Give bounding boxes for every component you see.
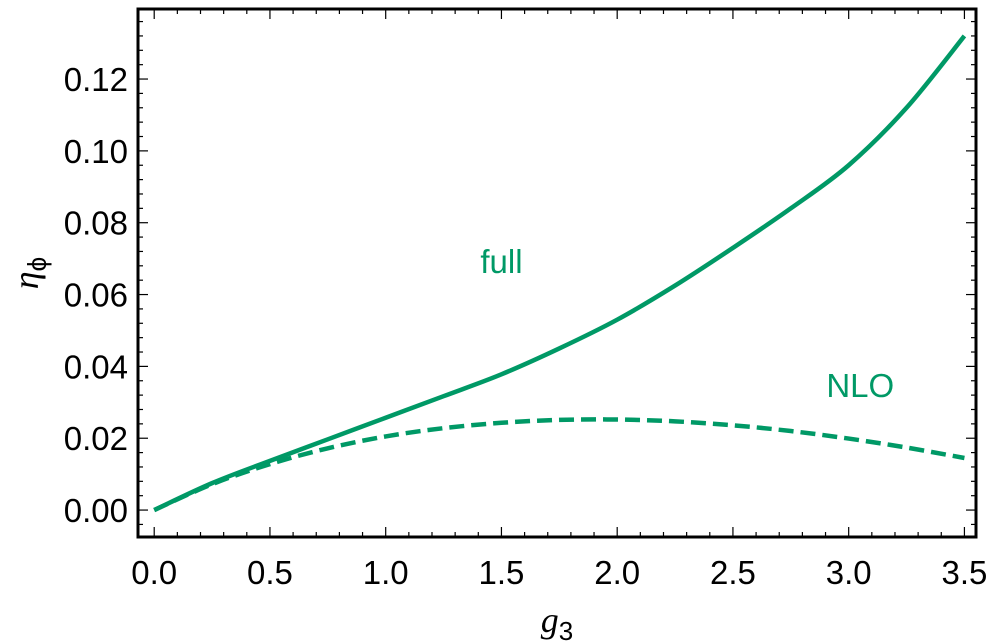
y-tick-label: 0.02 (64, 420, 128, 457)
y-axis-label: ηϕ (6, 257, 52, 289)
plot-frame (136, 7, 978, 539)
series-line-nlo (153, 417, 965, 513)
ticks (138, 9, 976, 537)
x-tick-label: 0.5 (247, 554, 293, 591)
y-tick-label: 0.04 (64, 348, 128, 385)
y-axis-label-sub: ϕ (22, 257, 52, 272)
x-tick-label: 1.5 (479, 554, 525, 591)
y-axis-label-main: η (6, 271, 46, 289)
annotations: full NLO (480, 243, 894, 404)
y-tick-label: 0.12 (64, 61, 128, 98)
y-tick-label: 0.06 (64, 277, 128, 314)
x-axis-label-sub: 3 (559, 616, 573, 643)
series-layer (153, 34, 967, 513)
x-tick-label: 1.0 (363, 554, 409, 591)
y-tick-label: 0.10 (64, 133, 128, 170)
x-tick-label: 2.5 (710, 554, 756, 591)
x-axis-label: g3 (541, 600, 573, 643)
tick-labels: 0.0 0.5 1.0 1.5 2.0 2.5 3.0 3.5 0.00 0.02 0.04 0.06… (64, 61, 988, 591)
x-tick-label: 3.5 (941, 554, 987, 591)
annotation-nlo: NLO (826, 367, 894, 404)
x-axis-label-main: g (541, 600, 559, 640)
y-tick-label: 0.08 (64, 205, 128, 242)
x-tick-label: 0.0 (131, 554, 177, 591)
annotation-full: full (480, 243, 522, 280)
x-tick-label: 2.0 (594, 554, 640, 591)
y-tick-label: 0.00 (64, 492, 128, 529)
series-line-full (153, 34, 967, 513)
x-tick-label: 3.0 (826, 554, 872, 591)
